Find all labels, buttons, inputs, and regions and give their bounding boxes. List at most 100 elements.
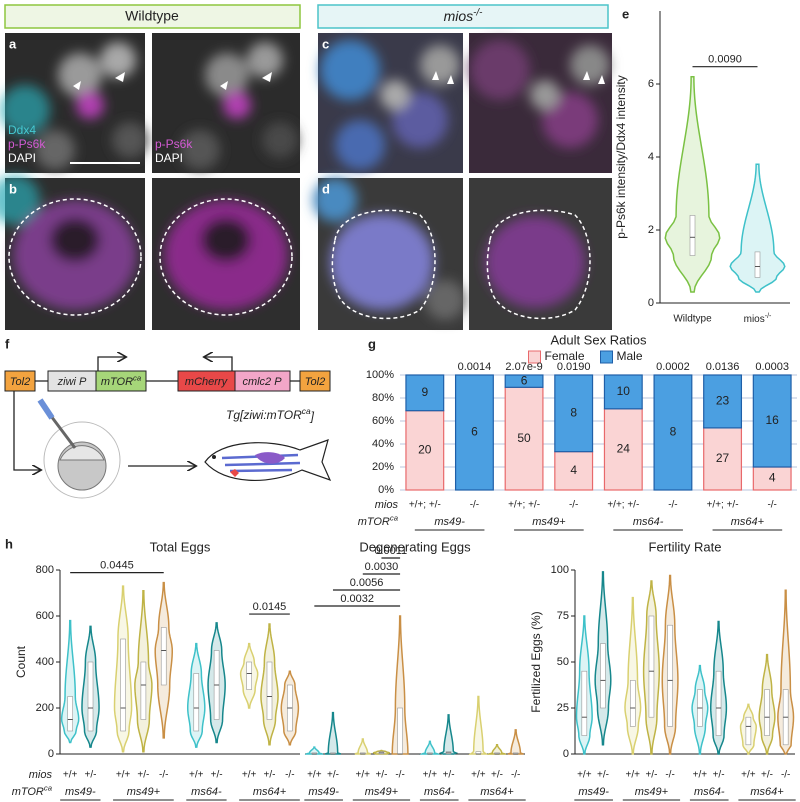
y-tick-label: 0 [563,748,569,760]
bar-segment [405,374,445,412]
box [193,673,200,732]
bar-segment [703,374,743,429]
x-tick-label: +/+ [741,770,756,781]
group-label: ms64+ [480,786,514,798]
box [754,251,761,278]
violin [304,746,324,755]
box [764,689,770,736]
y-tick-label: 50 [557,656,569,668]
x-tick-label: +/- [443,770,455,781]
stain-label: DAPI [155,151,183,165]
data-label: 4 [570,463,577,477]
x-tick-label: mios-/- [744,313,772,325]
violin [324,711,342,755]
box [715,670,722,736]
box [397,707,403,755]
x-tick-label: +/+ [423,770,438,781]
stain-label: DAPI [8,151,36,165]
p-value: 0.0136 [706,361,740,373]
x-tick-label: -/- [569,500,578,511]
row-label: mTORca [12,784,53,798]
micrograph-b-merge [0,175,145,330]
x-tick-label: +/- [327,770,339,781]
data-label: 50 [517,431,531,445]
violin [438,714,459,755]
header-box [4,4,301,29]
violin [729,163,786,293]
bar-segment [504,386,544,491]
box [629,680,636,727]
y-tick-label: 100 [551,564,569,576]
data-label: 9 [421,385,428,399]
p-value: 0.0011 [374,545,407,557]
x-tick-label: -/- [285,770,294,781]
data-label: 6 [471,425,478,439]
p-value: 0.0445 [100,560,134,572]
data-label: 6 [521,373,528,387]
x-tick-label: +/- [85,770,97,781]
x-tick-label: +/+; +/- [607,500,639,511]
panel-label: d [322,181,330,196]
group-label: ms64- [191,786,222,798]
x-tick-label: +/- [375,770,387,781]
header-box [317,4,609,29]
bar-segment [504,374,544,388]
x-tick-label-sup: -/- [765,313,772,320]
y-tick-label: 20% [372,461,394,473]
header-mutant-base: mios [444,8,474,24]
construct-diagram [4,357,332,499]
y-tick-label: 200 [36,702,54,714]
p-value: 0.0030 [365,561,399,573]
p-value: 0.0190 [557,361,591,373]
x-tick-label: +/+ [116,770,131,781]
construct-label: Tol2 [10,376,30,388]
p-value: 2.07e-9 [505,361,542,373]
y-tick-label: 75 [557,610,569,622]
x-tick-label: +/+ [189,770,204,781]
legend-label: Female [545,349,585,363]
construct-label: Tol2 [305,376,325,388]
data-label: 10 [617,384,631,398]
x-tick-label: -/- [511,770,520,781]
box [67,696,73,732]
x-tick-label-base: mios [744,314,765,325]
box [160,627,167,686]
transgene-label-tail: ] [310,410,315,424]
micrograph-a-single [152,33,300,173]
stain-label: Ddx4 [8,123,36,137]
x-tick-label: +/+; +/- [707,500,739,511]
stain-label: p-Ps6k [155,137,193,151]
micrograph-c-single [469,33,612,173]
bar-segment [554,374,594,453]
group-label: ms64- [633,516,664,528]
x-tick-label: -/- [668,500,677,511]
x-tick-label: +/+ [577,770,592,781]
bar-segment [554,451,594,491]
box [689,215,696,256]
y-tick-label: 80% [372,392,394,404]
x-tick-label: Wildtype [673,314,712,325]
micrograph-d-single [469,178,612,330]
group-label: ms49- [308,786,339,798]
group-label: ms64+ [253,786,287,798]
row-label: mios [29,769,53,781]
y-tick-label: 0 [648,297,654,309]
p-value: 0.0003 [755,361,789,373]
group-label: ms49- [65,786,96,798]
chart-title: Degenerating Eggs [359,539,471,554]
x-tick-label: +/+ [626,770,641,781]
micrograph-c-merge [318,33,463,173]
data-label: 8 [570,406,577,420]
group-label: ms49+ [127,786,161,798]
chart-title: Fertility Rate [649,539,722,554]
p-value: 0.0145 [253,601,287,613]
y-axis-label: Count [14,645,28,678]
panel-label: f [5,336,10,351]
chart-title: Adult Sex Ratios [550,332,647,347]
y-tick-label: 40% [372,438,394,450]
group-label: ms49- [434,516,465,528]
p-value: 0.0090 [708,54,742,66]
legend-swatch [600,350,613,364]
construct-label: cmlc2 P [242,376,282,388]
